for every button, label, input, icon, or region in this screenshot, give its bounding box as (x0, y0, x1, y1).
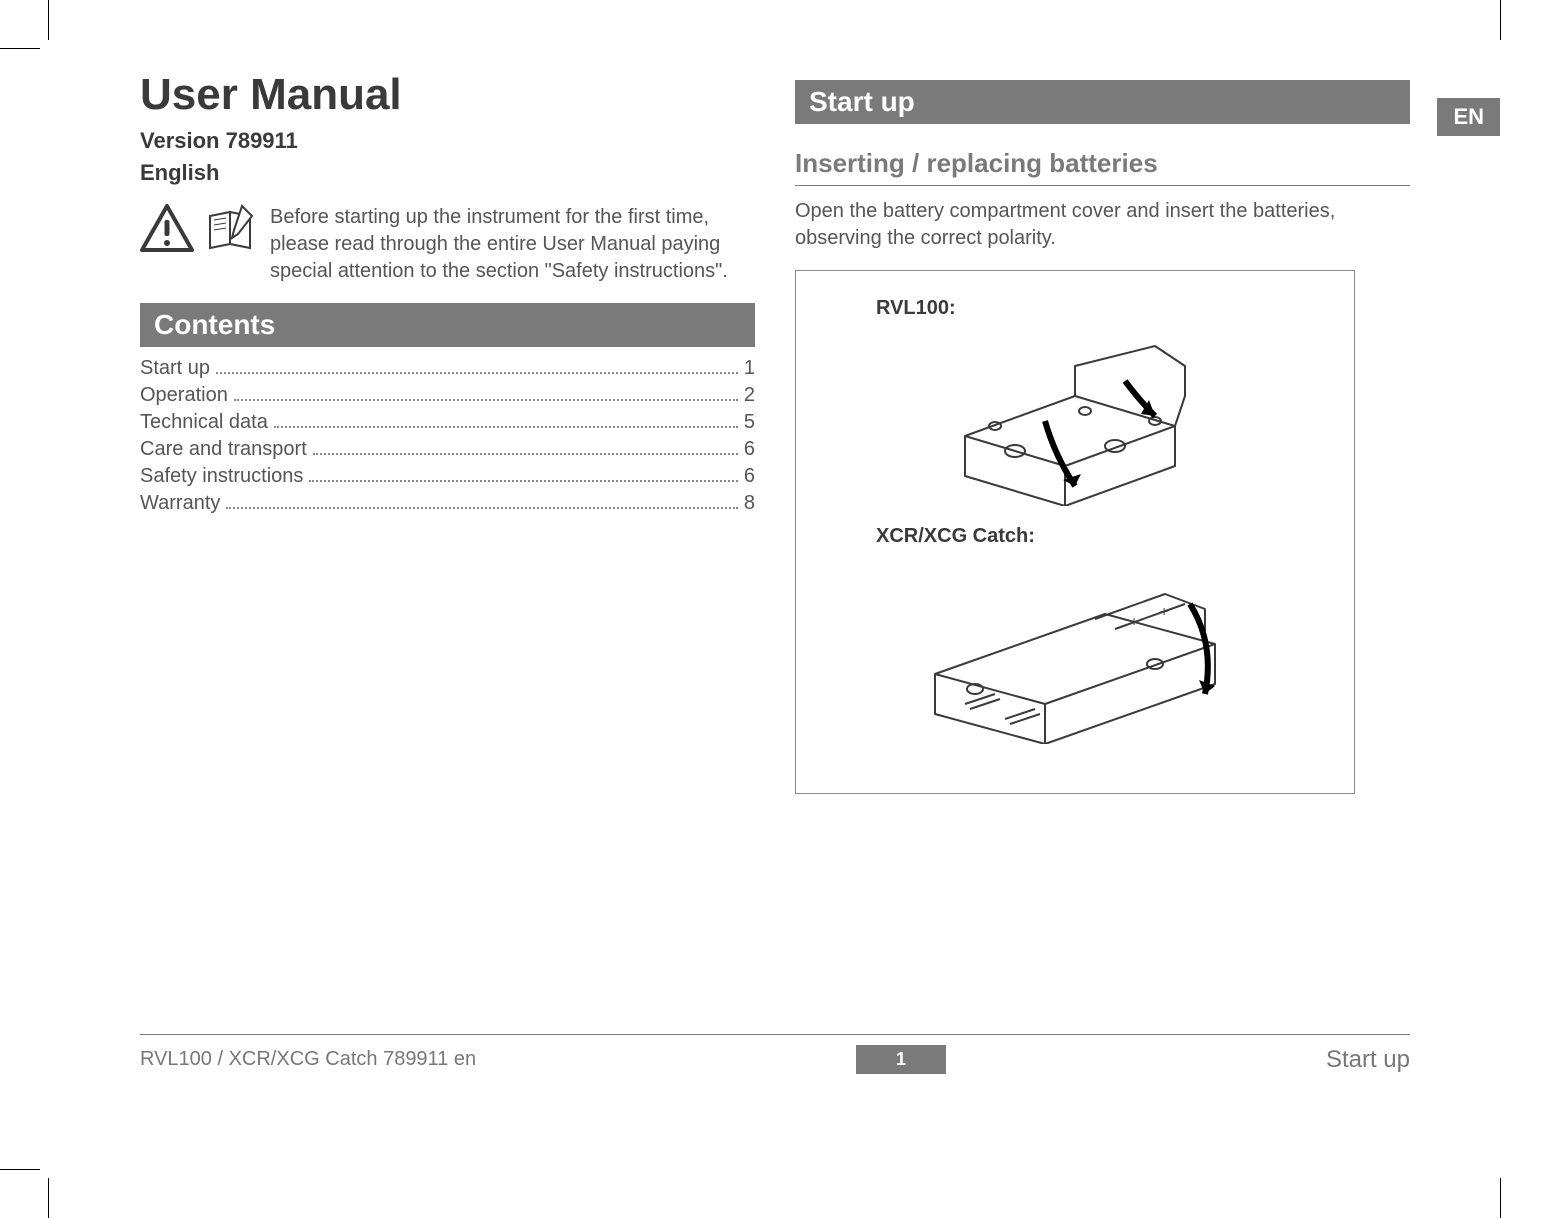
intro-block: Before starting up the instrument for th… (140, 204, 755, 285)
toc-page: 6 (744, 438, 755, 461)
intro-text: Before starting up the instrument for th… (270, 204, 755, 285)
manual-title: User Manual (140, 70, 755, 120)
footer-page-number: 1 (856, 1045, 946, 1074)
rvl100-battery-diagram (826, 326, 1324, 511)
battery-diagram-panel: RVL100: (795, 270, 1355, 794)
toc-leader-dots (313, 453, 738, 455)
crop-mark (1500, 1178, 1501, 1218)
toc-row: Operation 2 (140, 384, 755, 407)
contents-header-bar: Contents (140, 303, 755, 347)
subsection-heading: Inserting / replacing batteries (795, 148, 1410, 186)
toc-leader-dots (274, 426, 738, 428)
language-line: English (140, 160, 755, 186)
toc-leader-dots (216, 372, 738, 374)
two-column-layout: User Manual Version 789911 English (140, 70, 1410, 970)
manual-page: EN User Manual Version 789911 English (140, 70, 1410, 1120)
crop-mark (0, 1169, 40, 1170)
crop-mark (0, 48, 40, 49)
xcr-xcg-catch-battery-diagram: + + (826, 554, 1324, 749)
toc-leader-dots (226, 507, 737, 509)
toc-label: Warranty (140, 492, 220, 515)
svg-text:+: + (1160, 603, 1168, 619)
svg-text:+: + (1130, 613, 1138, 629)
page-footer: RVL100 / XCR/XCG Catch 789911 en 1 Start… (140, 1034, 1410, 1074)
read-manual-icon (204, 204, 258, 257)
language-badge: EN (1437, 98, 1500, 136)
crop-mark (48, 0, 49, 40)
table-of-contents: Start up 1 Operation 2 Technical data 5 … (140, 357, 755, 519)
toc-page: 8 (744, 492, 755, 515)
intro-icons (140, 204, 258, 285)
footer-section-name: Start up (1326, 1046, 1410, 1074)
toc-page: 6 (744, 465, 755, 488)
toc-leader-dots (309, 480, 737, 482)
right-column: Start up Inserting / replacing batteries… (795, 70, 1410, 970)
warning-triangle-icon (140, 204, 194, 257)
toc-page: 5 (744, 411, 755, 434)
left-column: User Manual Version 789911 English (140, 70, 755, 970)
diagram-label: RVL100: (876, 297, 1324, 320)
toc-label: Technical data (140, 411, 268, 434)
crop-mark (48, 1178, 49, 1218)
toc-leader-dots (234, 399, 738, 401)
diagram-label: XCR/XCG Catch: (876, 525, 1324, 548)
toc-row: Warranty 8 (140, 492, 755, 515)
toc-row: Safety instructions 6 (140, 465, 755, 488)
version-line: Version 789911 (140, 128, 755, 154)
startup-header-bar: Start up (795, 80, 1410, 124)
body-paragraph: Open the battery compartment cover and i… (795, 198, 1410, 252)
crop-mark (1500, 0, 1501, 40)
toc-page: 1 (744, 357, 755, 380)
footer-left: RVL100 / XCR/XCG Catch 789911 en (140, 1048, 476, 1071)
toc-label: Operation (140, 384, 228, 407)
toc-label: Safety instructions (140, 465, 303, 488)
toc-row: Technical data 5 (140, 411, 755, 434)
toc-label: Care and transport (140, 438, 307, 461)
toc-page: 2 (744, 384, 755, 407)
toc-row: Start up 1 (140, 357, 755, 380)
toc-row: Care and transport 6 (140, 438, 755, 461)
toc-label: Start up (140, 357, 210, 380)
